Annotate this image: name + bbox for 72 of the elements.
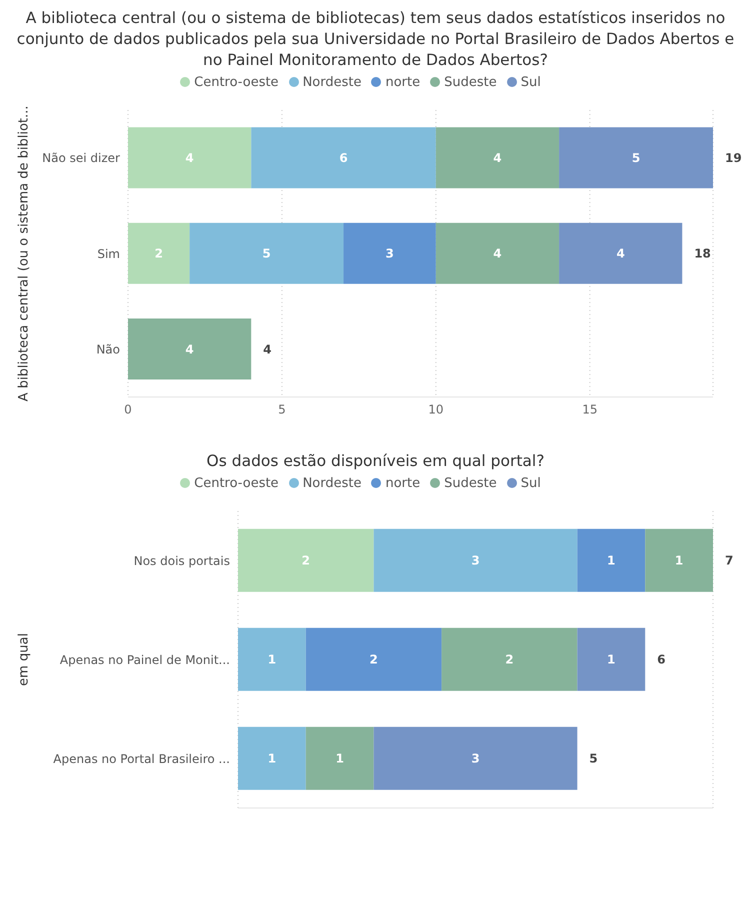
legend-label: Sudeste bbox=[444, 476, 497, 491]
total-label: 4 bbox=[263, 342, 272, 356]
data-label: 3 bbox=[386, 246, 394, 261]
y-tick-label: Não bbox=[96, 342, 120, 356]
x-tick-label: 15 bbox=[582, 402, 598, 417]
bar bbox=[577, 628, 646, 691]
bar bbox=[190, 222, 344, 284]
data-label: 2 bbox=[505, 652, 514, 667]
legend-label: Sudeste bbox=[444, 75, 497, 90]
bar bbox=[128, 222, 190, 284]
y-tick-label: Sim bbox=[97, 246, 120, 261]
legend-label: norte bbox=[385, 476, 420, 491]
chart-title: A biblioteca central (ou o sistema de bibliotecas) tem seus dados estatísticos inseridos no conjunto de dados publicados pela sua Universidade no Portal Brasileiro de Dados Abertos e no Painel Monitoramento de Dados Abertos? bbox=[16, 8, 736, 71]
legend-label: Sul bbox=[520, 75, 541, 90]
x-tick-label: 0 bbox=[124, 402, 132, 417]
bar bbox=[436, 127, 560, 188]
legend-label: Centro-oeste bbox=[194, 75, 279, 90]
data-label: 1 bbox=[336, 752, 344, 766]
bar bbox=[436, 222, 560, 284]
bar bbox=[128, 127, 252, 188]
bar bbox=[577, 528, 646, 592]
y-tick-label: Apenas no Painel de Monit... bbox=[60, 652, 230, 667]
bar bbox=[645, 528, 713, 592]
bar bbox=[374, 528, 578, 592]
y-tick-label: Apenas no Portal Brasileiro ... bbox=[53, 752, 230, 766]
data-label: 1 bbox=[268, 652, 276, 667]
data-label: 4 bbox=[185, 342, 194, 356]
y-axis-title: A biblioteca central (ou o sistema de bibliot... bbox=[16, 106, 32, 402]
data-label: 1 bbox=[607, 652, 616, 667]
bar bbox=[238, 628, 306, 691]
data-label: 1 bbox=[607, 554, 616, 568]
bar bbox=[238, 726, 306, 790]
bar bbox=[238, 528, 374, 592]
data-label: 5 bbox=[632, 150, 640, 165]
bar bbox=[306, 628, 442, 691]
bar bbox=[559, 127, 713, 188]
legend-label: norte bbox=[385, 75, 420, 90]
data-label: 5 bbox=[262, 246, 271, 261]
total-label: 6 bbox=[657, 652, 666, 667]
bar bbox=[559, 222, 682, 284]
data-label: 6 bbox=[339, 150, 348, 165]
y-axis-title: em qual bbox=[16, 633, 32, 686]
x-tick-label: 5 bbox=[278, 402, 286, 417]
x-tick-label: 10 bbox=[428, 402, 444, 417]
legend-label: Centro-oeste bbox=[194, 476, 279, 491]
chart-title: Os dados estão disponíveis em qual portal? bbox=[206, 451, 546, 472]
data-label: 4 bbox=[493, 150, 502, 165]
data-label: 4 bbox=[185, 150, 194, 165]
total-label: 5 bbox=[589, 752, 598, 766]
total-label: 19 bbox=[725, 150, 742, 165]
bar bbox=[251, 127, 436, 188]
data-label: 2 bbox=[370, 652, 378, 667]
y-tick-label: Nos dois portais bbox=[134, 554, 230, 568]
data-label: 1 bbox=[674, 554, 684, 568]
data-label: 2 bbox=[302, 554, 310, 568]
data-label: 4 bbox=[616, 246, 625, 261]
total-label: 18 bbox=[694, 246, 711, 261]
bar bbox=[306, 726, 374, 790]
legend-label: Nordeste bbox=[302, 476, 362, 491]
data-label: 3 bbox=[471, 752, 480, 766]
legend-label: Nordeste bbox=[302, 75, 362, 90]
legend-label: Sul bbox=[520, 476, 541, 491]
data-label: 2 bbox=[154, 246, 163, 261]
y-tick-label: Não sei dizer bbox=[42, 151, 120, 166]
total-label: 7 bbox=[725, 554, 734, 568]
bar bbox=[374, 726, 578, 790]
bar bbox=[128, 318, 252, 380]
data-label: 1 bbox=[268, 752, 276, 766]
bar bbox=[442, 628, 578, 691]
bar bbox=[344, 222, 436, 284]
data-label: 4 bbox=[493, 246, 502, 261]
data-label: 3 bbox=[471, 554, 480, 568]
